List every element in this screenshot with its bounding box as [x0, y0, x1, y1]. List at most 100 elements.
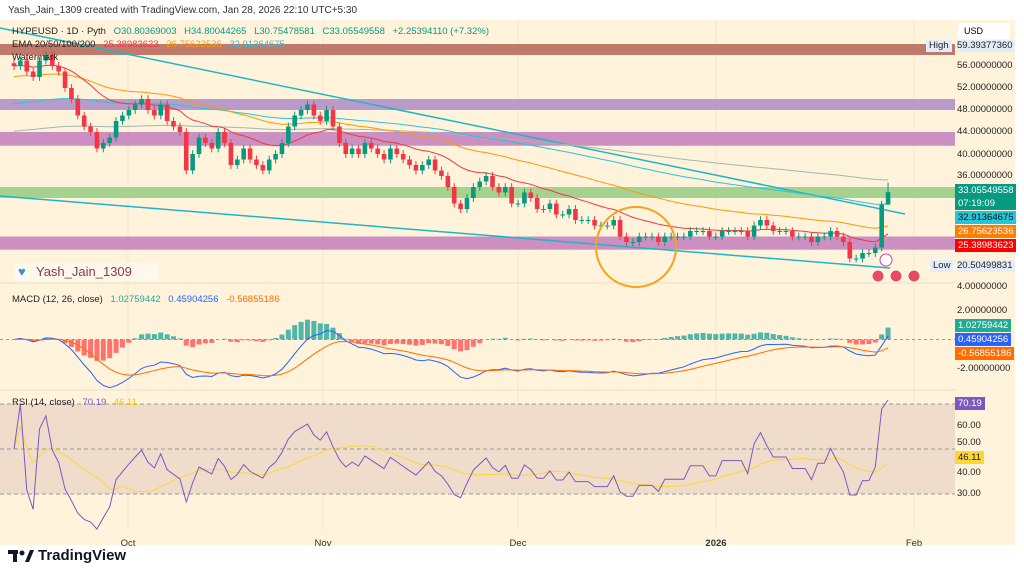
- ema100-tag: 32.91364675: [955, 211, 1017, 224]
- candle: [879, 204, 884, 248]
- time-tick: Nov: [314, 538, 332, 549]
- candle: [758, 220, 763, 226]
- ema-label: EMA 20/50/100/200: [12, 39, 96, 50]
- macd-histogram-bar: [617, 339, 623, 341]
- candle: [585, 220, 591, 221]
- macd-histogram-bar: [407, 339, 413, 345]
- macd-histogram-bar: [324, 323, 330, 340]
- macd-histogram-bar: [100, 339, 106, 361]
- heart-icon: ♥: [18, 264, 26, 279]
- candle: [445, 176, 451, 187]
- candle: [796, 236, 802, 238]
- price-tick: 48.00000000: [957, 104, 1013, 115]
- macd-histogram-bar: [419, 339, 425, 345]
- macd-histogram-bar: [375, 339, 381, 345]
- macd-histogram-bar: [362, 339, 368, 344]
- price-tick: 44.00000000: [957, 126, 1013, 137]
- macd-histogram-bar: [298, 321, 304, 340]
- price-zone: [0, 44, 955, 55]
- macd-histogram-bar: [809, 339, 814, 341]
- macd-histogram-bar: [879, 334, 885, 340]
- macd-histogram-bar: [777, 335, 783, 340]
- ema20-value: 25.38983623: [103, 39, 159, 50]
- candle: [30, 71, 36, 77]
- macd-histogram-bar: [190, 339, 196, 347]
- candle: [203, 137, 208, 143]
- time-tick: Dec: [509, 538, 527, 549]
- candle: [343, 143, 349, 154]
- candle: [190, 154, 195, 171]
- candle: [853, 258, 859, 260]
- candle: [260, 165, 266, 171]
- macd-tick: 2.00000000: [957, 305, 1008, 316]
- candle: [49, 55, 55, 66]
- candle: [241, 148, 246, 160]
- macd-histogram-bar: [726, 333, 732, 340]
- candle: [94, 132, 100, 149]
- macd-histogram-bar: [317, 323, 323, 340]
- candle: [885, 192, 891, 205]
- highlight-circle: [595, 206, 677, 288]
- candle: [368, 143, 374, 149]
- macd-histogram-bar: [81, 339, 87, 356]
- rsi-value: 70.19: [82, 397, 107, 408]
- bar-countdown: 07:19:09: [958, 198, 995, 209]
- change-value: +2.25394110 (+7.32%): [392, 26, 489, 37]
- candle: [579, 220, 585, 221]
- macd-histogram-bar: [643, 339, 649, 341]
- macd-histogram-bar: [126, 339, 132, 343]
- candle: [860, 253, 865, 259]
- candle: [266, 159, 272, 171]
- macd-histogram-bar: [222, 338, 228, 340]
- candle: [841, 236, 846, 242]
- candle: [215, 132, 221, 149]
- candle: [790, 231, 795, 237]
- macd-histogram-bar: [541, 339, 547, 341]
- candle: [815, 236, 821, 242]
- candle: [592, 220, 597, 226]
- candle: [305, 104, 310, 110]
- macd-histogram-bar: [62, 339, 68, 344]
- macd-histogram-bar: [458, 339, 464, 352]
- candle: [247, 148, 253, 160]
- tradingview-logo[interactable]: TradingView: [8, 547, 126, 564]
- macd-histogram-bar: [623, 339, 629, 342]
- candle: [11, 63, 17, 66]
- candle: [420, 165, 425, 171]
- us-flag-event-icon: [871, 269, 885, 283]
- chart-canvas[interactable]: [0, 20, 1015, 545]
- rsi-ma-line: [13, 424, 889, 493]
- time-tick: Feb: [905, 538, 923, 549]
- macd-histogram-bar: [553, 339, 559, 341]
- candle: [700, 231, 706, 232]
- macd-histogram-bar: [387, 339, 393, 345]
- last-price-tag: 33.05549558 07:19:09: [955, 184, 1017, 210]
- candle: [726, 231, 731, 232]
- candle: [81, 115, 87, 127]
- candle: [528, 192, 534, 198]
- macd-histogram-bar: [592, 339, 598, 341]
- candle: [649, 236, 655, 238]
- macd-histogram-bar: [751, 333, 757, 340]
- candle: [668, 236, 674, 238]
- candle: [502, 187, 508, 193]
- candle: [821, 236, 827, 238]
- candle: [687, 231, 693, 237]
- macd-histogram-bar: [668, 336, 674, 340]
- currency-selector[interactable]: USD: [958, 23, 1010, 39]
- created-by-text: Yash_Jain_1309 created with TradingView.…: [8, 5, 358, 16]
- candle: [694, 231, 699, 232]
- trendline-upper: [0, 27, 906, 215]
- candle: [719, 231, 725, 237]
- candle: [228, 143, 234, 165]
- macd-histogram-bar: [336, 333, 342, 340]
- macd-histogram-bar: [828, 338, 834, 340]
- ohlc-open: O30.80369003: [113, 26, 177, 37]
- ema20-line: [13, 64, 889, 243]
- macd-histogram-bar: [675, 336, 681, 340]
- macd-histogram-bar: [30, 339, 36, 342]
- macd-histogram-bar: [43, 337, 49, 340]
- macd-histogram-bar: [183, 339, 189, 346]
- macd-histogram-bar: [783, 335, 789, 340]
- chart-area[interactable]: HYPEUSD · 1D · Pyth O30.80369003 H34.800…: [0, 20, 1017, 549]
